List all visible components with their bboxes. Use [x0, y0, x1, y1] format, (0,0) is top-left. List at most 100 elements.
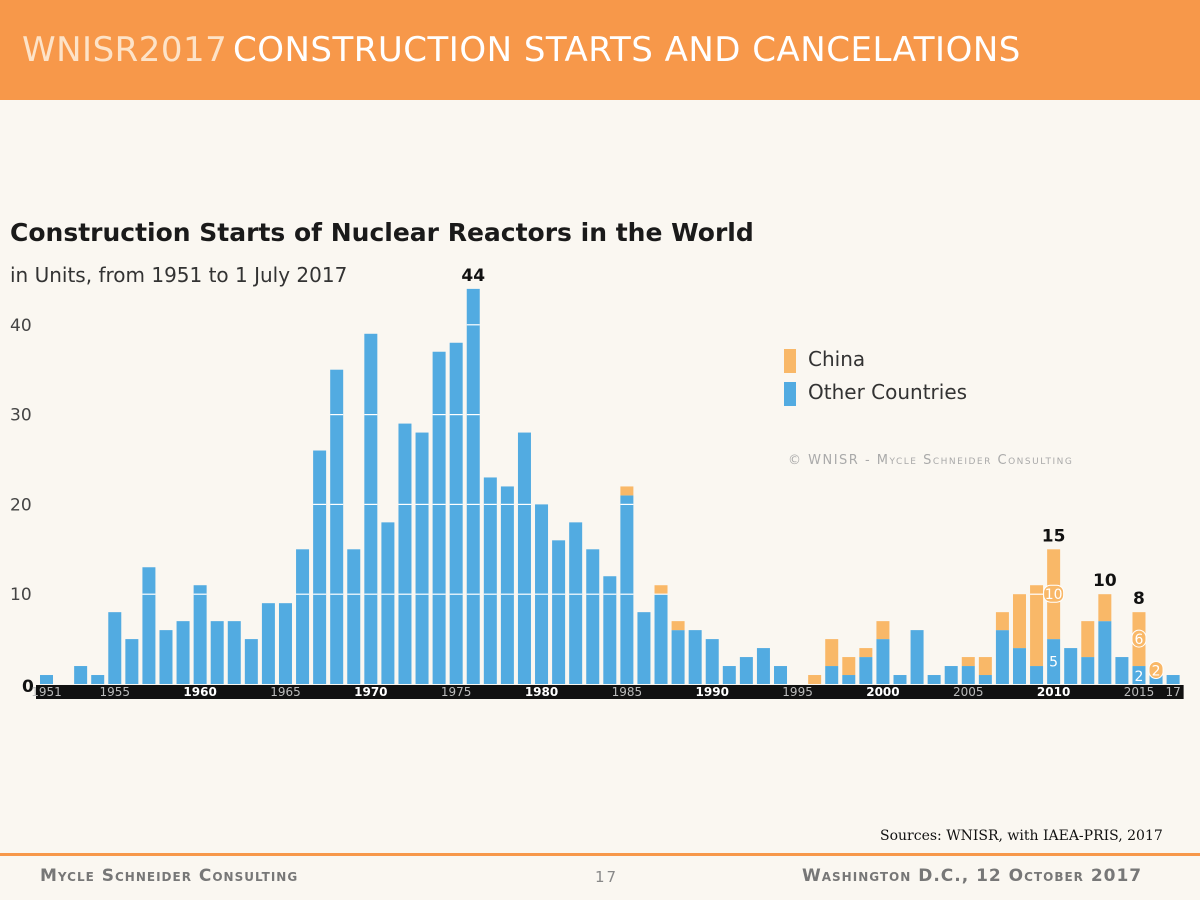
- bar-other-2002: [910, 630, 924, 684]
- bar-other-2007: [995, 630, 1009, 684]
- bar-other-1956: [125, 639, 139, 684]
- brand-label: WNISR2017: [22, 30, 228, 70]
- bar-other-2013: [1098, 621, 1112, 684]
- bar-other-1987: [654, 594, 668, 684]
- bar-other-2003: [927, 675, 941, 684]
- legend-label-other-countries: Other Countries: [808, 380, 968, 404]
- footer-organization: Mycle Schneider Consulting: [40, 866, 299, 886]
- x-tick-label: 2000: [866, 685, 899, 699]
- bar-china-1988: [671, 621, 685, 631]
- bar-china-1997: [825, 639, 839, 667]
- bar-other-1975: [449, 342, 463, 684]
- bar-other-2004: [944, 666, 958, 684]
- bar-other-1968: [330, 369, 344, 684]
- bar-china-2005: [961, 657, 975, 667]
- bar-other-1994: [774, 666, 788, 684]
- y-tick-label: 0: [22, 677, 34, 697]
- total-label: 15: [1042, 526, 1066, 546]
- bar-other-1977: [483, 477, 497, 684]
- bar-china-2000: [876, 621, 890, 640]
- bar-other-1972: [398, 423, 412, 684]
- bar-other-1960: [193, 585, 207, 684]
- y-tick-label: 40: [10, 316, 32, 336]
- legend-swatch-other-countries: [784, 382, 796, 406]
- bar-other-1967: [313, 450, 327, 684]
- bar-other-2008: [1012, 648, 1026, 684]
- bar-other-1981: [552, 540, 566, 684]
- bar-china-2013: [1098, 594, 1112, 622]
- bar-china-2007: [995, 612, 1009, 631]
- bar-china-1987: [654, 585, 668, 595]
- x-tick-label: 2005: [953, 685, 984, 699]
- bar-other-1959: [176, 621, 190, 684]
- bar-china-2012: [1081, 621, 1095, 658]
- bar-other-2015: [1132, 666, 1146, 684]
- bar-other-1966: [296, 549, 310, 684]
- bar-other-1985: [620, 495, 634, 684]
- bar-other-1954: [91, 675, 105, 684]
- chart-subtitle: in Units, from 1951 to 1 July 2017: [10, 263, 348, 287]
- bar-other-1989: [688, 630, 702, 684]
- bar-other-2010: [1047, 639, 1061, 684]
- bar-other-1971: [381, 522, 395, 684]
- x-tick-label: 1955: [100, 685, 131, 699]
- bar-other-2000: [876, 639, 890, 684]
- bar-other-1997: [825, 666, 839, 684]
- bar-other-1957: [142, 567, 156, 684]
- y-tick-label: 20: [10, 495, 32, 515]
- bar-other-1974: [432, 351, 446, 684]
- total-label: 8: [1133, 589, 1145, 609]
- bar-other-1964: [261, 603, 275, 684]
- legend-swatch-china: [784, 349, 796, 373]
- bar-other-1963: [244, 639, 258, 684]
- bar-china-1996: [808, 675, 822, 684]
- bar-other-1991: [722, 666, 736, 684]
- x-tick-label: 1985: [612, 685, 643, 699]
- bar-china-2008: [1012, 594, 1026, 649]
- bar-other-2012: [1081, 657, 1095, 684]
- bar-other-1965: [278, 603, 292, 684]
- bar-other-1998: [842, 675, 856, 684]
- inner-value-label: 5: [1049, 655, 1058, 671]
- slide-header: WNISR2017 CONSTRUCTION STARTS AND CANCEL…: [0, 0, 1200, 100]
- bar-china-2009: [1030, 585, 1044, 667]
- bar-china-2006: [978, 657, 992, 676]
- inner-value-label: 10: [1045, 587, 1063, 603]
- bar-other-2014: [1115, 657, 1129, 684]
- bar-other-1976: [466, 288, 480, 684]
- x-tick-label: 1995: [782, 685, 813, 699]
- x-tick-label: 2015: [1124, 685, 1155, 699]
- inner-value-label: 2: [1135, 669, 1144, 685]
- bar-other-1979: [517, 432, 531, 684]
- x-tick-label: 1965: [270, 685, 301, 699]
- page-number: 17: [595, 868, 619, 886]
- bar-other-1982: [569, 522, 583, 684]
- bar-other-1993: [756, 648, 770, 684]
- bar-other-1970: [364, 333, 378, 684]
- copyright-notice: © WNISR - Mycle Schneider Consulting: [788, 453, 1074, 468]
- bar-other-1978: [500, 486, 514, 684]
- bar-other-2016: [1149, 675, 1163, 684]
- inner-value-label: 2: [1152, 664, 1161, 680]
- inner-label-badge: [1043, 584, 1065, 603]
- bar-other-2005: [961, 666, 975, 684]
- bar-other-1988: [671, 630, 685, 684]
- x-tick-label: 1980: [525, 685, 558, 699]
- bar-other-1986: [637, 612, 651, 684]
- legend-label-china: China: [808, 347, 866, 371]
- bar-other-2009: [1030, 666, 1044, 684]
- sources-note: Sources: WNISR, with IAEA-PRIS, 2017: [880, 828, 1163, 844]
- x-axis-strip: [36, 685, 1184, 699]
- bar-other-1973: [415, 432, 429, 684]
- bar-other-1983: [586, 549, 600, 684]
- x-tick-label: 2010: [1037, 685, 1070, 699]
- bar-other-2011: [1064, 648, 1078, 684]
- bar-other-1984: [603, 576, 617, 684]
- bar-other-1951: [40, 675, 53, 684]
- slide-title: CONSTRUCTION STARTS AND CANCELATIONS: [233, 30, 1021, 70]
- bar-other-1999: [859, 657, 873, 684]
- y-tick-label: 10: [10, 585, 32, 605]
- bar-china-1998: [842, 657, 856, 676]
- bar-china-1985: [620, 486, 634, 496]
